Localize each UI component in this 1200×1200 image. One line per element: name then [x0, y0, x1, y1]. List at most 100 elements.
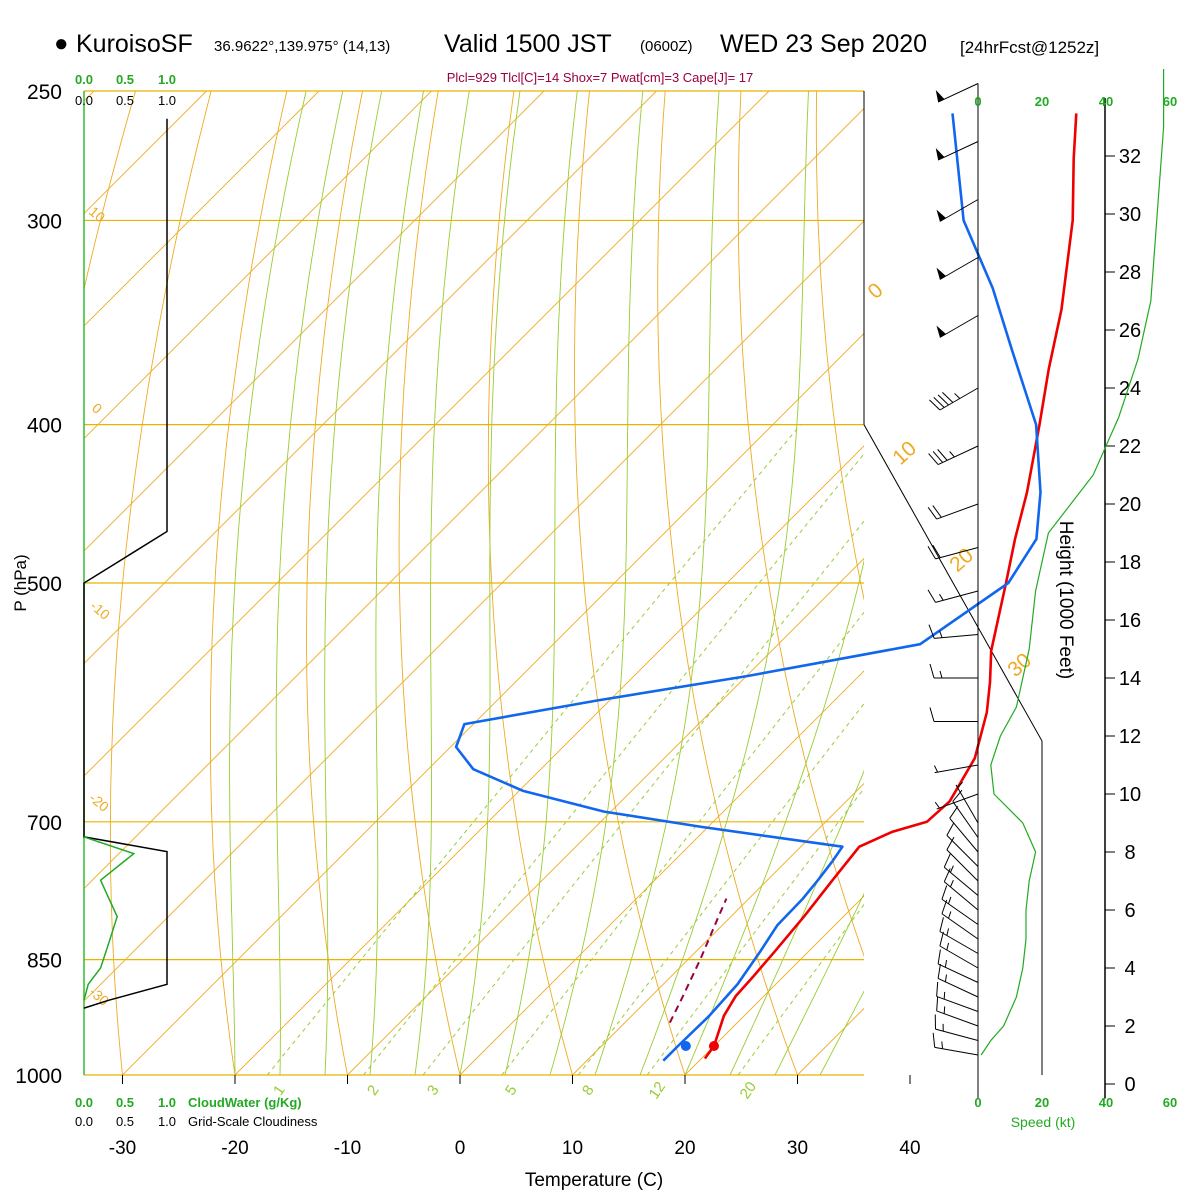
moist-adiabat-line: [549, 91, 644, 1075]
wind-barb-halfflag: [946, 942, 950, 951]
wind-barb-flag: [942, 392, 954, 403]
cloudiness-tick-bottom: 0.0: [75, 1114, 93, 1129]
mixing-ratio-line: [501, 611, 864, 1075]
dry-adiabat-label: 10: [86, 203, 108, 225]
speed-tick-bottom: 40: [1099, 1095, 1113, 1110]
wind-barb-staff: [934, 634, 979, 639]
wind-speed-profile: [980, 69, 1165, 1056]
wind-barb-staff: [946, 849, 979, 882]
isotherm-line: [1023, 91, 1200, 1075]
moist-adiabat-line: [955, 91, 1200, 1075]
dry-adiabat-line: [968, 91, 1200, 1075]
wind-barb-halfflag: [946, 928, 950, 936]
wind-barb: [929, 387, 979, 411]
dry-adiabat-line: [487, 91, 573, 1075]
moist-adiabat-line: [414, 91, 470, 1075]
x-tick-label: 10: [562, 1138, 583, 1159]
height-tick-label: 10: [1119, 784, 1141, 806]
cloudwater-tick-bottom: 1.0: [158, 1095, 176, 1110]
wind-barb-halfflag: [949, 451, 955, 458]
wind-barb: [936, 315, 979, 338]
moist-adiabat-line: [459, 91, 521, 1075]
dry-adiabat-line: [209, 91, 288, 1075]
height-tick-label: 0: [1124, 1074, 1135, 1096]
wind-barb: [936, 981, 979, 1012]
dry-adiabat-line: [815, 91, 864, 602]
speed-tick-top: 0: [974, 94, 981, 109]
forecast-date: WED 23 Sep 2020: [720, 30, 928, 58]
wind-barb-flag: [928, 624, 935, 639]
wind-barb: [927, 544, 979, 560]
wind-barb-staff: [934, 764, 979, 774]
dewpoint-profile: [454, 113, 1042, 1062]
wind-barb-pennant: [935, 147, 945, 161]
dry-adiabat-line: [657, 91, 798, 1075]
wind-barb: [937, 949, 979, 983]
wind-barb-flag: [932, 544, 941, 558]
x-tick-label: -20: [221, 1138, 248, 1159]
wind-barb-staff: [935, 1028, 979, 1041]
wind-barb-staff: [937, 977, 979, 998]
wind-barb: [934, 1014, 979, 1041]
height-tick-label: 30: [1119, 204, 1141, 226]
speed-tick-bottom: 20: [1035, 1095, 1049, 1110]
wind-barb-staff: [935, 547, 979, 560]
cloudiness-tick-top: 0.0: [75, 93, 93, 108]
speed-tick-bottom: 0: [974, 1095, 981, 1110]
speed-tick-bottom: 60: [1163, 1095, 1177, 1110]
dry-adiabat-line: [109, 91, 212, 1075]
height-tick-label: 24: [1119, 378, 1141, 400]
wind-barb-halfflag: [939, 670, 943, 679]
height-tick-label: 4: [1124, 958, 1135, 980]
wind-barb-halfflag: [957, 781, 963, 788]
height-tick-label: 20: [1119, 494, 1141, 516]
wind-barb: [929, 663, 978, 679]
speed-tick-top: 20: [1035, 94, 1049, 109]
cloudwater-tick-top: 0.0: [75, 72, 93, 87]
wind-barb-flag: [936, 981, 939, 997]
wind-barb-staff: [936, 995, 979, 1012]
dry-adiabat-label: -10: [87, 598, 113, 623]
wind-barb: [946, 822, 979, 867]
valid-time: Valid 1500 JST: [444, 30, 612, 58]
dry-adiabat-line: [1119, 91, 1200, 1075]
wind-barb: [943, 853, 979, 896]
wind-barb-flag: [946, 836, 955, 851]
isotherm-line: [1135, 91, 1200, 1075]
x-tick-label: -10: [334, 1138, 361, 1159]
pressure-tick-label: 400: [27, 415, 62, 438]
cloudiness-tick-bottom: 1.0: [158, 1114, 176, 1129]
isotherm-line: [84, 91, 320, 327]
title-bullet: ●: [54, 30, 69, 57]
wind-barb-flag: [939, 917, 944, 932]
moist-adiabat-line: [729, 769, 864, 1075]
moist-adiabat-line: [324, 91, 383, 1075]
cloudiness-profile: [83, 118, 168, 1009]
speed-tick-top: 40: [1099, 94, 1113, 109]
isotherm-label: 30: [1003, 649, 1036, 682]
dry-adiabat-line: [306, 91, 363, 1075]
wind-barb: [939, 931, 979, 969]
wind-barb-pennant: [936, 209, 946, 222]
wind-barb-flag: [943, 868, 951, 882]
wind-barb: [937, 963, 979, 998]
wind-barb-staff: [936, 1010, 979, 1027]
cloudwater-tick-bottom: 0.0: [75, 1095, 93, 1110]
wind-barb-staff: [946, 835, 979, 867]
wind-barb-flag: [929, 663, 935, 679]
wind-barb-halfflag: [941, 1041, 944, 1049]
wind-barb-staff: [934, 1046, 979, 1056]
wind-barb-staff: [937, 83, 979, 103]
wind-barb-staff: [935, 590, 979, 603]
wind-barb-staff: [939, 257, 979, 280]
wind-barb: [932, 1032, 979, 1056]
wind-barb: [943, 868, 979, 911]
wind-barb-staff: [939, 931, 979, 954]
wind-barb-halfflag: [944, 974, 948, 982]
wind-barb-staff: [949, 817, 979, 853]
wind-barb-flag: [932, 505, 942, 518]
wind-barb-halfflag: [944, 960, 948, 968]
height-tick-label: 14: [1119, 668, 1141, 690]
wind-barb: [928, 445, 979, 466]
